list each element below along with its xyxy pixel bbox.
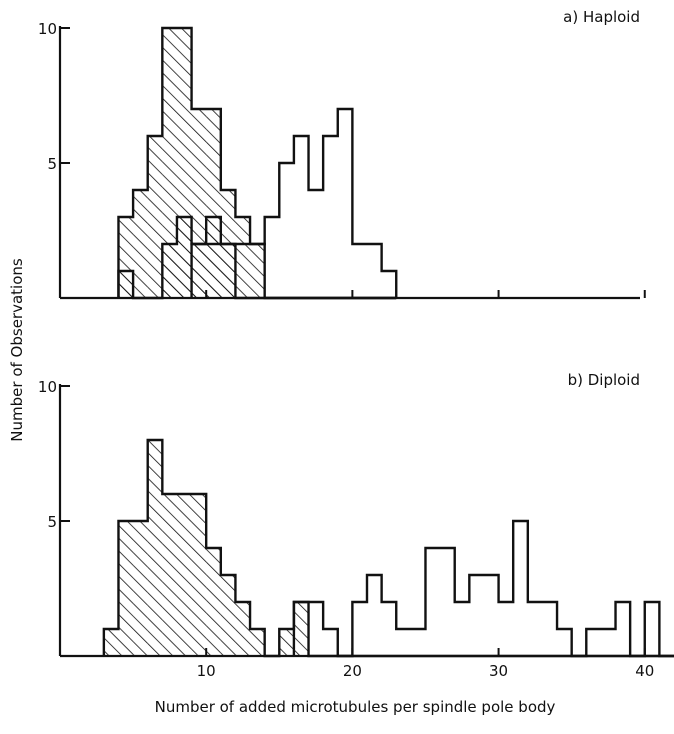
histogram-bar — [557, 629, 572, 656]
histogram-bar — [235, 244, 250, 298]
y-tick-label: 10 — [38, 20, 57, 38]
histogram-bar — [367, 244, 382, 298]
histogram-bar — [250, 244, 265, 298]
histogram-bar — [220, 244, 236, 298]
histogram-bar — [147, 440, 163, 656]
histogram-bar — [294, 602, 309, 656]
histogram-bar — [220, 575, 236, 656]
y-tick-label: 10 — [38, 378, 57, 396]
histogram-bar — [601, 629, 616, 656]
histogram-bar — [176, 217, 192, 298]
y-tick-label: 5 — [47, 155, 57, 173]
histogram-bar — [440, 548, 455, 656]
histogram-bar — [250, 629, 265, 656]
histogram-bar — [338, 109, 353, 298]
histogram-bar — [176, 494, 192, 656]
histogram-bar — [279, 629, 294, 656]
histogram-bar — [133, 190, 148, 298]
histogram-bar — [542, 602, 557, 656]
histogram-bar — [528, 602, 543, 656]
histogram-bar — [367, 575, 382, 656]
histogram-bar — [425, 548, 440, 656]
histogram-bar — [221, 244, 236, 298]
histogram-bar — [294, 136, 309, 298]
histogram-bar — [323, 629, 338, 656]
histogram-bar — [382, 602, 397, 656]
histogram-bar — [235, 217, 251, 298]
histogram-bar — [616, 602, 631, 656]
histogram-bar — [192, 244, 207, 298]
x-axis-label: Number of added microtubules per spindle… — [155, 698, 556, 716]
histogram-bar — [352, 244, 367, 298]
panel-title: a) Haploid — [563, 8, 640, 26]
histogram-bar — [191, 244, 207, 298]
histogram-bar — [235, 602, 251, 656]
histogram-bar — [279, 163, 294, 298]
histogram-bar — [162, 28, 177, 298]
y-tick-label: 5 — [47, 513, 57, 531]
histogram-bar — [645, 602, 660, 656]
histogram-bar — [191, 494, 207, 656]
histogram-bar — [250, 244, 265, 298]
y-axis-label: Number of Observations — [8, 258, 26, 442]
histogram-bar — [118, 271, 134, 298]
histogram-bar — [586, 629, 601, 656]
histogram-outline — [102, 438, 674, 658]
histogram-bar — [103, 629, 119, 656]
histogram-bar — [499, 602, 514, 656]
histogram-bar — [411, 629, 426, 656]
histogram-bar — [206, 548, 221, 656]
histogram-bar — [162, 494, 177, 656]
hatched-series — [117, 215, 397, 300]
histogram-bar — [396, 629, 411, 656]
histogram-bar — [455, 602, 470, 656]
histogram-outline — [292, 519, 674, 658]
panel-haploid: 5 10 a) Haploid — [38, 8, 646, 300]
x-tick-label: 20 — [343, 662, 362, 680]
histogram-bar — [133, 521, 148, 656]
histogram-outline — [117, 215, 397, 300]
histogram-bar — [293, 602, 309, 656]
histogram-bar — [484, 575, 499, 656]
histogram-bar — [352, 602, 367, 656]
x-tick-label: 30 — [489, 662, 508, 680]
panel-title: b) Diploid — [568, 371, 640, 389]
histogram-bar — [162, 244, 177, 298]
histogram-bar — [147, 136, 163, 298]
x-tick-label: 40 — [635, 662, 654, 680]
histogram-outline — [190, 107, 398, 298]
histogram-bar — [309, 190, 324, 298]
histogram-bar — [309, 602, 324, 656]
x-tick-label: 10 — [197, 662, 216, 680]
panel-diploid: 5 10 10 20 30 40 b) Diploid — [38, 371, 674, 680]
histogram-bar — [513, 521, 528, 656]
histogram-bar — [118, 521, 134, 656]
open-series — [190, 107, 398, 298]
histogram-bar — [382, 271, 397, 298]
open-series — [292, 519, 674, 658]
histogram-bar — [265, 217, 280, 298]
histogram-bar — [206, 217, 221, 298]
hatched-series — [102, 438, 674, 658]
histogram-bar — [469, 575, 484, 656]
histogram-bar — [323, 136, 338, 298]
histogram-bar — [206, 244, 221, 298]
